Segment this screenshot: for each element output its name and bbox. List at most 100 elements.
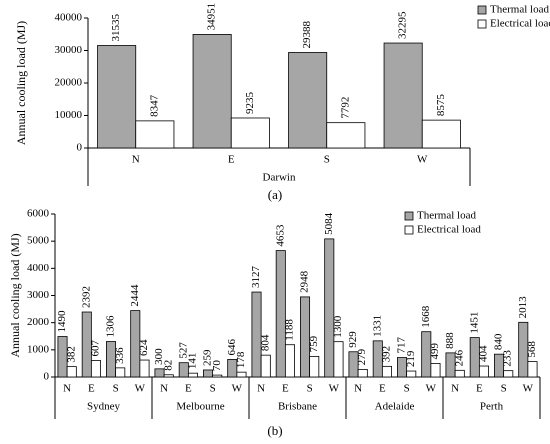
bar	[406, 370, 417, 378]
value-label: 233	[502, 350, 514, 367]
bar	[527, 361, 538, 378]
value-label: 3127	[250, 266, 262, 289]
value-label: 32295	[397, 11, 409, 39]
bar	[139, 359, 150, 378]
bar	[324, 238, 335, 378]
bar	[421, 331, 432, 378]
bar	[430, 363, 441, 378]
value-label: 5084	[323, 212, 335, 235]
bar	[115, 367, 126, 378]
value-label: 279	[356, 348, 368, 365]
bar	[503, 370, 514, 378]
value-label: 34951	[206, 3, 218, 31]
x-tick-label: E	[476, 383, 483, 395]
bar	[326, 122, 366, 149]
x-tick-label: W	[135, 383, 146, 395]
y-tick-label: 1000	[27, 343, 50, 355]
value-label: 300	[153, 348, 165, 365]
bar	[357, 369, 368, 378]
legend-label: Electrical load	[490, 18, 550, 30]
value-label: 392	[381, 346, 393, 363]
x-tick-label: N	[257, 383, 265, 395]
bar	[494, 353, 505, 378]
bar	[260, 354, 271, 378]
value-label: 29388	[301, 20, 313, 48]
value-label: 607	[90, 340, 102, 357]
x-tick-label: E	[88, 383, 95, 395]
bar	[454, 369, 465, 378]
bar	[154, 368, 165, 378]
bar	[187, 372, 198, 378]
value-label: 8347	[148, 94, 160, 117]
y-tick-label: 5000	[27, 235, 50, 247]
bar	[397, 357, 408, 378]
bar	[192, 34, 232, 149]
value-label: 804	[259, 334, 271, 351]
value-label: 219	[405, 350, 417, 367]
value-label: 1331	[371, 315, 383, 337]
x-tick-label: W	[523, 383, 534, 395]
caption: (a)	[268, 187, 282, 202]
value-label: 527	[177, 342, 189, 359]
value-label: 2392	[80, 286, 92, 308]
group-label: Melbourne	[176, 401, 224, 413]
group-label: Brisbane	[278, 401, 317, 413]
bar	[97, 45, 137, 149]
bar	[163, 374, 174, 378]
x-tick-label: S	[307, 383, 313, 395]
value-label: 1451	[468, 312, 480, 334]
bar	[230, 117, 270, 149]
value-label: 646	[226, 338, 238, 355]
y-tick-label: 0	[44, 371, 50, 383]
x-tick-label: N	[132, 154, 140, 166]
bar	[421, 119, 461, 149]
bar	[381, 365, 392, 378]
value-label: 178	[235, 351, 247, 368]
x-tick-label: S	[210, 383, 216, 395]
x-tick-label: S	[113, 383, 119, 395]
group-label: Darwin	[263, 172, 296, 184]
value-label: 1300	[332, 315, 344, 338]
value-label: 1188	[284, 319, 296, 341]
x-tick-label: S	[501, 383, 507, 395]
y-tick-label: 0	[77, 142, 83, 154]
y-tick-label: 30000	[55, 44, 83, 56]
y-tick-label: 40000	[55, 12, 83, 24]
y-tick-label: 10000	[55, 109, 83, 121]
x-tick-label: N	[160, 383, 168, 395]
bar	[251, 291, 262, 378]
bar	[130, 310, 141, 378]
caption: (b)	[267, 423, 282, 438]
x-tick-label: W	[232, 383, 243, 395]
bar	[275, 250, 286, 378]
y-tick-label: 4000	[27, 262, 50, 274]
bar	[106, 341, 117, 378]
value-label: 70	[211, 360, 223, 372]
x-tick-label: W	[417, 154, 428, 166]
value-label: 499	[429, 342, 441, 359]
value-label: 404	[478, 345, 490, 362]
value-label: 82	[162, 360, 174, 371]
x-tick-label: E	[228, 154, 235, 166]
legend-label: Electrical load	[417, 224, 481, 236]
bar	[333, 341, 344, 378]
value-label: 4653	[274, 224, 286, 247]
bar	[309, 355, 320, 378]
bar	[300, 296, 311, 378]
x-tick-label: N	[354, 383, 362, 395]
value-label: 624	[138, 339, 150, 356]
bar	[212, 374, 223, 378]
x-tick-label: N	[63, 383, 71, 395]
y-axis-label: Annual cooling load (MJ)	[14, 21, 28, 145]
legend-label: Thermal load	[490, 4, 549, 16]
value-label: 246	[453, 349, 465, 366]
x-tick-label: N	[451, 383, 459, 395]
bar	[445, 352, 456, 378]
value-label: 717	[396, 337, 408, 354]
bar	[203, 369, 214, 378]
x-tick-label: E	[282, 383, 289, 395]
legend-label: Thermal load	[417, 210, 476, 222]
value-label: 1490	[56, 310, 68, 333]
bar	[469, 337, 480, 378]
